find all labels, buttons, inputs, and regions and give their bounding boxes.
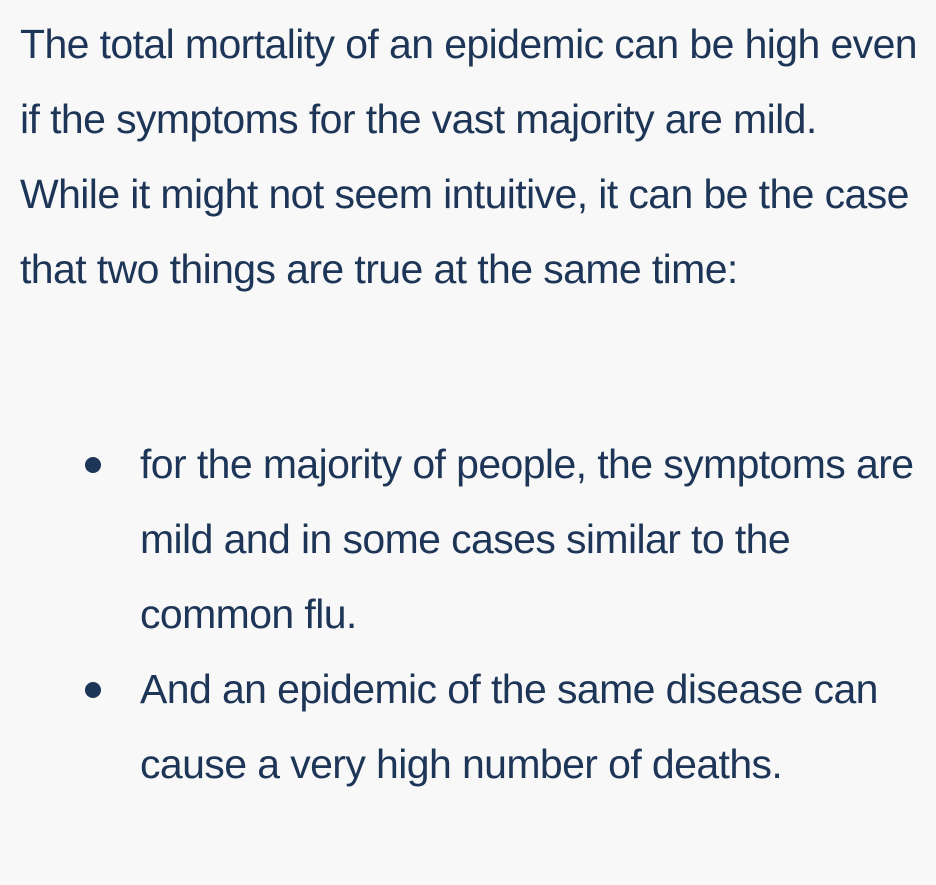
- list-item: And an epidemic of the same disease can …: [0, 652, 920, 802]
- intro-paragraph: The total mortality of an epidemic can b…: [20, 21, 918, 292]
- bullet-list: for the majority of people, the symptoms…: [0, 427, 936, 802]
- list-item-text: for the majority of people, the symptoms…: [140, 441, 914, 637]
- list-item: for the majority of people, the symptoms…: [0, 427, 920, 652]
- bullet-icon: [85, 682, 101, 698]
- list-item-text: And an epidemic of the same disease can …: [140, 666, 878, 787]
- bullet-icon: [85, 457, 101, 473]
